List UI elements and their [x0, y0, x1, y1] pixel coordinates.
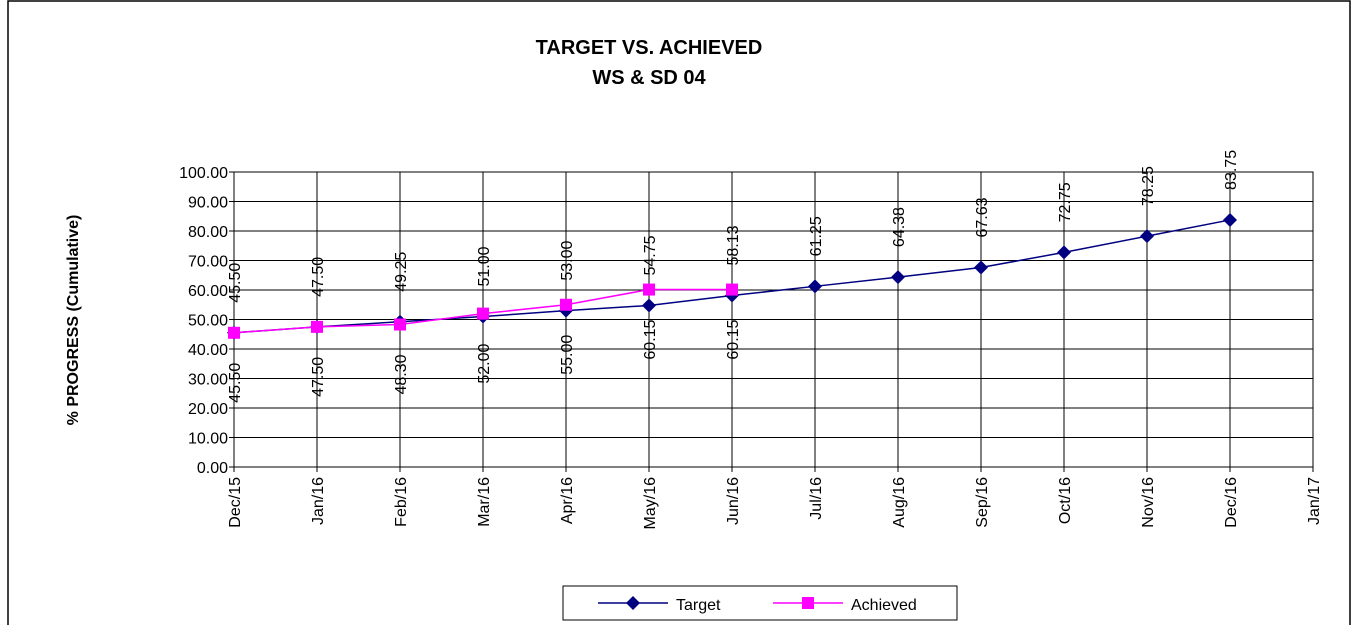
- marker: [891, 270, 905, 285]
- marker: [642, 298, 656, 313]
- x-tick-label: Jun/16: [725, 477, 742, 525]
- data-label: 54.75: [642, 235, 659, 275]
- y-tick-label: 40.00: [188, 342, 228, 359]
- chart-subtitle: WS & SD 04: [592, 67, 706, 89]
- x-tick-label: Sep/16: [974, 477, 991, 528]
- legend-label: Achieved: [851, 597, 917, 614]
- legend: Target Achieved: [562, 585, 958, 621]
- x-tick-label: Dec/16: [1223, 477, 1240, 528]
- data-label: 51.00: [476, 246, 493, 286]
- y-tick-label: 100.00: [179, 165, 228, 182]
- y-tick-label: 80.00: [188, 224, 228, 241]
- x-tick-label: Aug/16: [891, 477, 908, 528]
- x-tick-label: Jan/17: [1306, 477, 1323, 525]
- x-tick-label: May/16: [642, 477, 659, 530]
- y-tick-label: 0.00: [197, 460, 228, 477]
- marker: [626, 596, 640, 610]
- marker: [802, 597, 814, 609]
- data-label: 58.13: [725, 225, 742, 265]
- data-label: 78.25: [1140, 166, 1157, 206]
- x-tick-label: Apr/16: [559, 477, 576, 524]
- data-label: 45.50: [227, 363, 244, 403]
- data-label: 61.25: [808, 216, 825, 256]
- marker: [477, 307, 489, 320]
- data-label: 55.00: [559, 335, 576, 375]
- x-tick-label: Dec/15: [227, 477, 244, 528]
- y-tick-label: 20.00: [188, 401, 228, 418]
- x-tick-label: Jan/16: [310, 477, 327, 525]
- x-tick-label: Oct/16: [1057, 477, 1074, 524]
- data-label: 53.00: [559, 241, 576, 281]
- data-label: 83.75: [1223, 150, 1240, 190]
- y-tick-label: 70.00: [188, 254, 228, 271]
- y-axis-label: % PROGRESS (Cumulative): [65, 215, 82, 426]
- data-label: 49.25: [393, 252, 410, 292]
- x-tick-label: Nov/16: [1140, 477, 1157, 528]
- marker: [1223, 212, 1237, 227]
- marker: [974, 260, 988, 275]
- marker: [311, 320, 323, 333]
- data-label: 64.38: [891, 207, 908, 247]
- data-label: 45.50: [227, 263, 244, 303]
- marker: [726, 283, 738, 296]
- y-tick-label: 30.00: [188, 372, 228, 389]
- y-tick-label: 10.00: [188, 431, 228, 448]
- legend-label: Target: [676, 597, 721, 614]
- x-tick-label: Jul/16: [808, 477, 825, 520]
- marker: [808, 279, 822, 294]
- data-label: 60.15: [725, 319, 742, 359]
- marker: [394, 318, 406, 331]
- marker: [228, 326, 240, 339]
- data-label: 52.00: [476, 344, 493, 384]
- y-tick-label: 60.00: [188, 283, 228, 300]
- y-tick-label: 50.00: [188, 313, 228, 330]
- y-tick-label: 90.00: [188, 195, 228, 212]
- chart-border: [7, 0, 1351, 625]
- marker: [643, 283, 655, 296]
- marker: [1057, 245, 1071, 260]
- x-tick-label: Mar/16: [476, 477, 493, 527]
- data-label: 67.63: [974, 197, 991, 237]
- x-tick-label: Feb/16: [393, 477, 410, 527]
- plot-area: [233, 171, 1314, 468]
- marker: [560, 298, 572, 311]
- data-label: 47.50: [310, 357, 327, 397]
- data-label: 60.15: [642, 319, 659, 359]
- chart-title: TARGET VS. ACHIEVED: [536, 37, 763, 59]
- data-label: 47.50: [310, 257, 327, 297]
- marker: [1140, 229, 1154, 244]
- data-label: 48.30: [393, 354, 410, 394]
- data-label: 72.75: [1057, 182, 1074, 222]
